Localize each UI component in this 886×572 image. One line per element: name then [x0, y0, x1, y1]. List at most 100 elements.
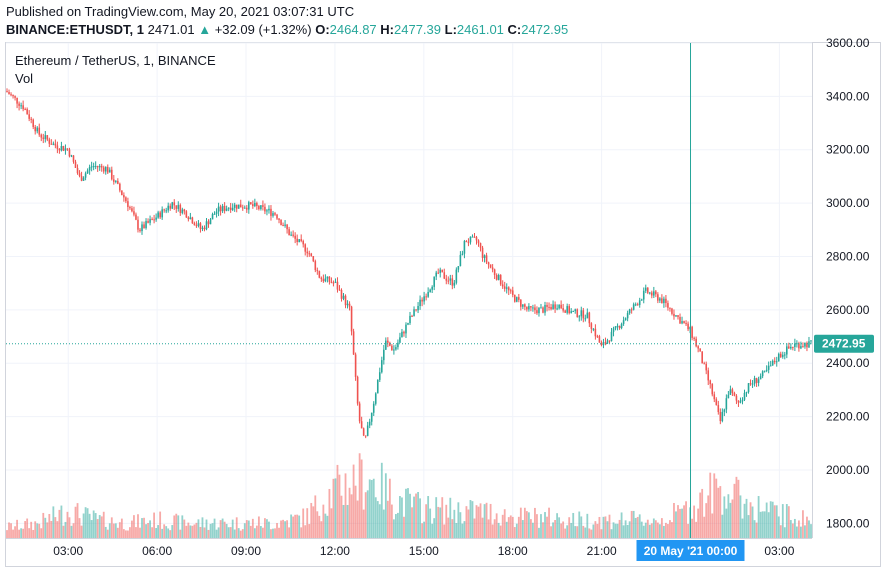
volume-bar [100, 516, 103, 538]
volume-bar [433, 518, 436, 538]
candle-body [84, 173, 87, 178]
volume-bar [338, 474, 341, 538]
time-tick-label: 06:00 [142, 544, 172, 558]
volume-bar [729, 502, 732, 538]
volume-bar [610, 529, 613, 538]
candle-body [471, 236, 474, 238]
symbol-header: BINANCE:ETHUSDT, 1 2471.01 ▲ +32.09 (+1.… [6, 22, 568, 37]
candle-body [435, 272, 438, 277]
candle-body [765, 369, 768, 371]
volume-bar [405, 488, 407, 538]
candle-body [542, 307, 544, 313]
candle-body [788, 346, 790, 349]
volume-bar [737, 479, 740, 538]
candle-body [372, 403, 375, 413]
volume-bar [292, 516, 295, 538]
volume-bar [368, 479, 371, 538]
candle-body [233, 204, 236, 208]
candle-body [52, 143, 55, 145]
candle-body [362, 428, 365, 436]
volume-bar [370, 480, 373, 538]
volume-bar [808, 520, 810, 538]
candle-body [534, 307, 536, 311]
volume-bar [413, 496, 415, 538]
high-label: H: [380, 22, 394, 37]
volume-bar [443, 524, 446, 538]
volume-bar [366, 490, 369, 538]
candle-body [457, 266, 460, 270]
candle-body [612, 328, 615, 332]
candle-body [312, 256, 315, 262]
close-value: 2472.95 [521, 22, 569, 37]
candle-body [604, 342, 607, 344]
candle-body [461, 253, 464, 255]
volume-bar [209, 523, 212, 538]
candle-body [413, 309, 415, 316]
volume-bar [294, 514, 297, 538]
candle-body [252, 204, 254, 207]
volume-bar [731, 499, 734, 538]
volume-bar [783, 527, 786, 538]
candle-body [64, 148, 67, 151]
candle-body [421, 299, 423, 302]
volume-bar [223, 521, 226, 538]
volume-bar [14, 526, 16, 538]
candle-body [219, 206, 222, 212]
volume-bar [12, 529, 14, 538]
volume-bar [245, 520, 248, 538]
high-value: 2477.39 [394, 22, 441, 37]
volume-bar [397, 512, 399, 538]
candle-body [701, 351, 703, 364]
volume-bar [264, 518, 266, 538]
price-tick-label: 3600.00 [826, 36, 870, 50]
candle-body [288, 229, 290, 236]
volume-bar [262, 527, 264, 538]
volume-bar [558, 517, 561, 538]
candle-body [221, 205, 224, 212]
candle-body [248, 202, 250, 210]
volume-bar [120, 518, 123, 538]
volume-bar [118, 522, 121, 538]
volume-bar [88, 513, 91, 538]
volume-bar [785, 504, 788, 538]
volume-bar [650, 523, 653, 538]
candle-body [475, 237, 478, 241]
volume-bar [320, 521, 323, 538]
candle-body [773, 360, 776, 363]
volume-bar [765, 502, 768, 538]
candle-body [48, 139, 51, 144]
candle-body [427, 291, 429, 297]
published-line: Published on TradingView.com, May 20, 20… [6, 4, 355, 19]
candle-body [473, 236, 476, 238]
candle-body [183, 209, 186, 212]
candle-body [671, 308, 673, 314]
time-axis: 03:00 06:00 09:00 12:00 15:00 18:00 21:00 03:00… [6, 538, 812, 561]
volume-bar [159, 511, 162, 538]
candle-body [806, 342, 808, 348]
candle-body [78, 173, 81, 177]
crosshair-time-label: 20 May '21 00:00 [644, 544, 738, 558]
volume-bar [231, 519, 234, 538]
volume-bar [127, 530, 129, 538]
volume-bar [32, 529, 35, 538]
candle-body [479, 243, 482, 248]
candle-body [757, 379, 760, 383]
candle-body [60, 146, 63, 151]
candle-body [798, 343, 800, 349]
volume-bar [773, 505, 776, 538]
volume-bar [114, 523, 117, 538]
candle-body [96, 166, 99, 168]
candle-body [370, 412, 373, 422]
candle-body [187, 217, 190, 220]
candle-body [330, 281, 333, 283]
volume-bar [703, 516, 706, 538]
volume-bar [282, 519, 284, 538]
candle-body [423, 296, 425, 302]
candle-body [90, 166, 93, 168]
candle-body [115, 180, 117, 182]
volume-bar [306, 508, 309, 538]
volume-bar [745, 498, 748, 538]
candle-body [304, 244, 307, 252]
volume-bar [695, 521, 698, 538]
